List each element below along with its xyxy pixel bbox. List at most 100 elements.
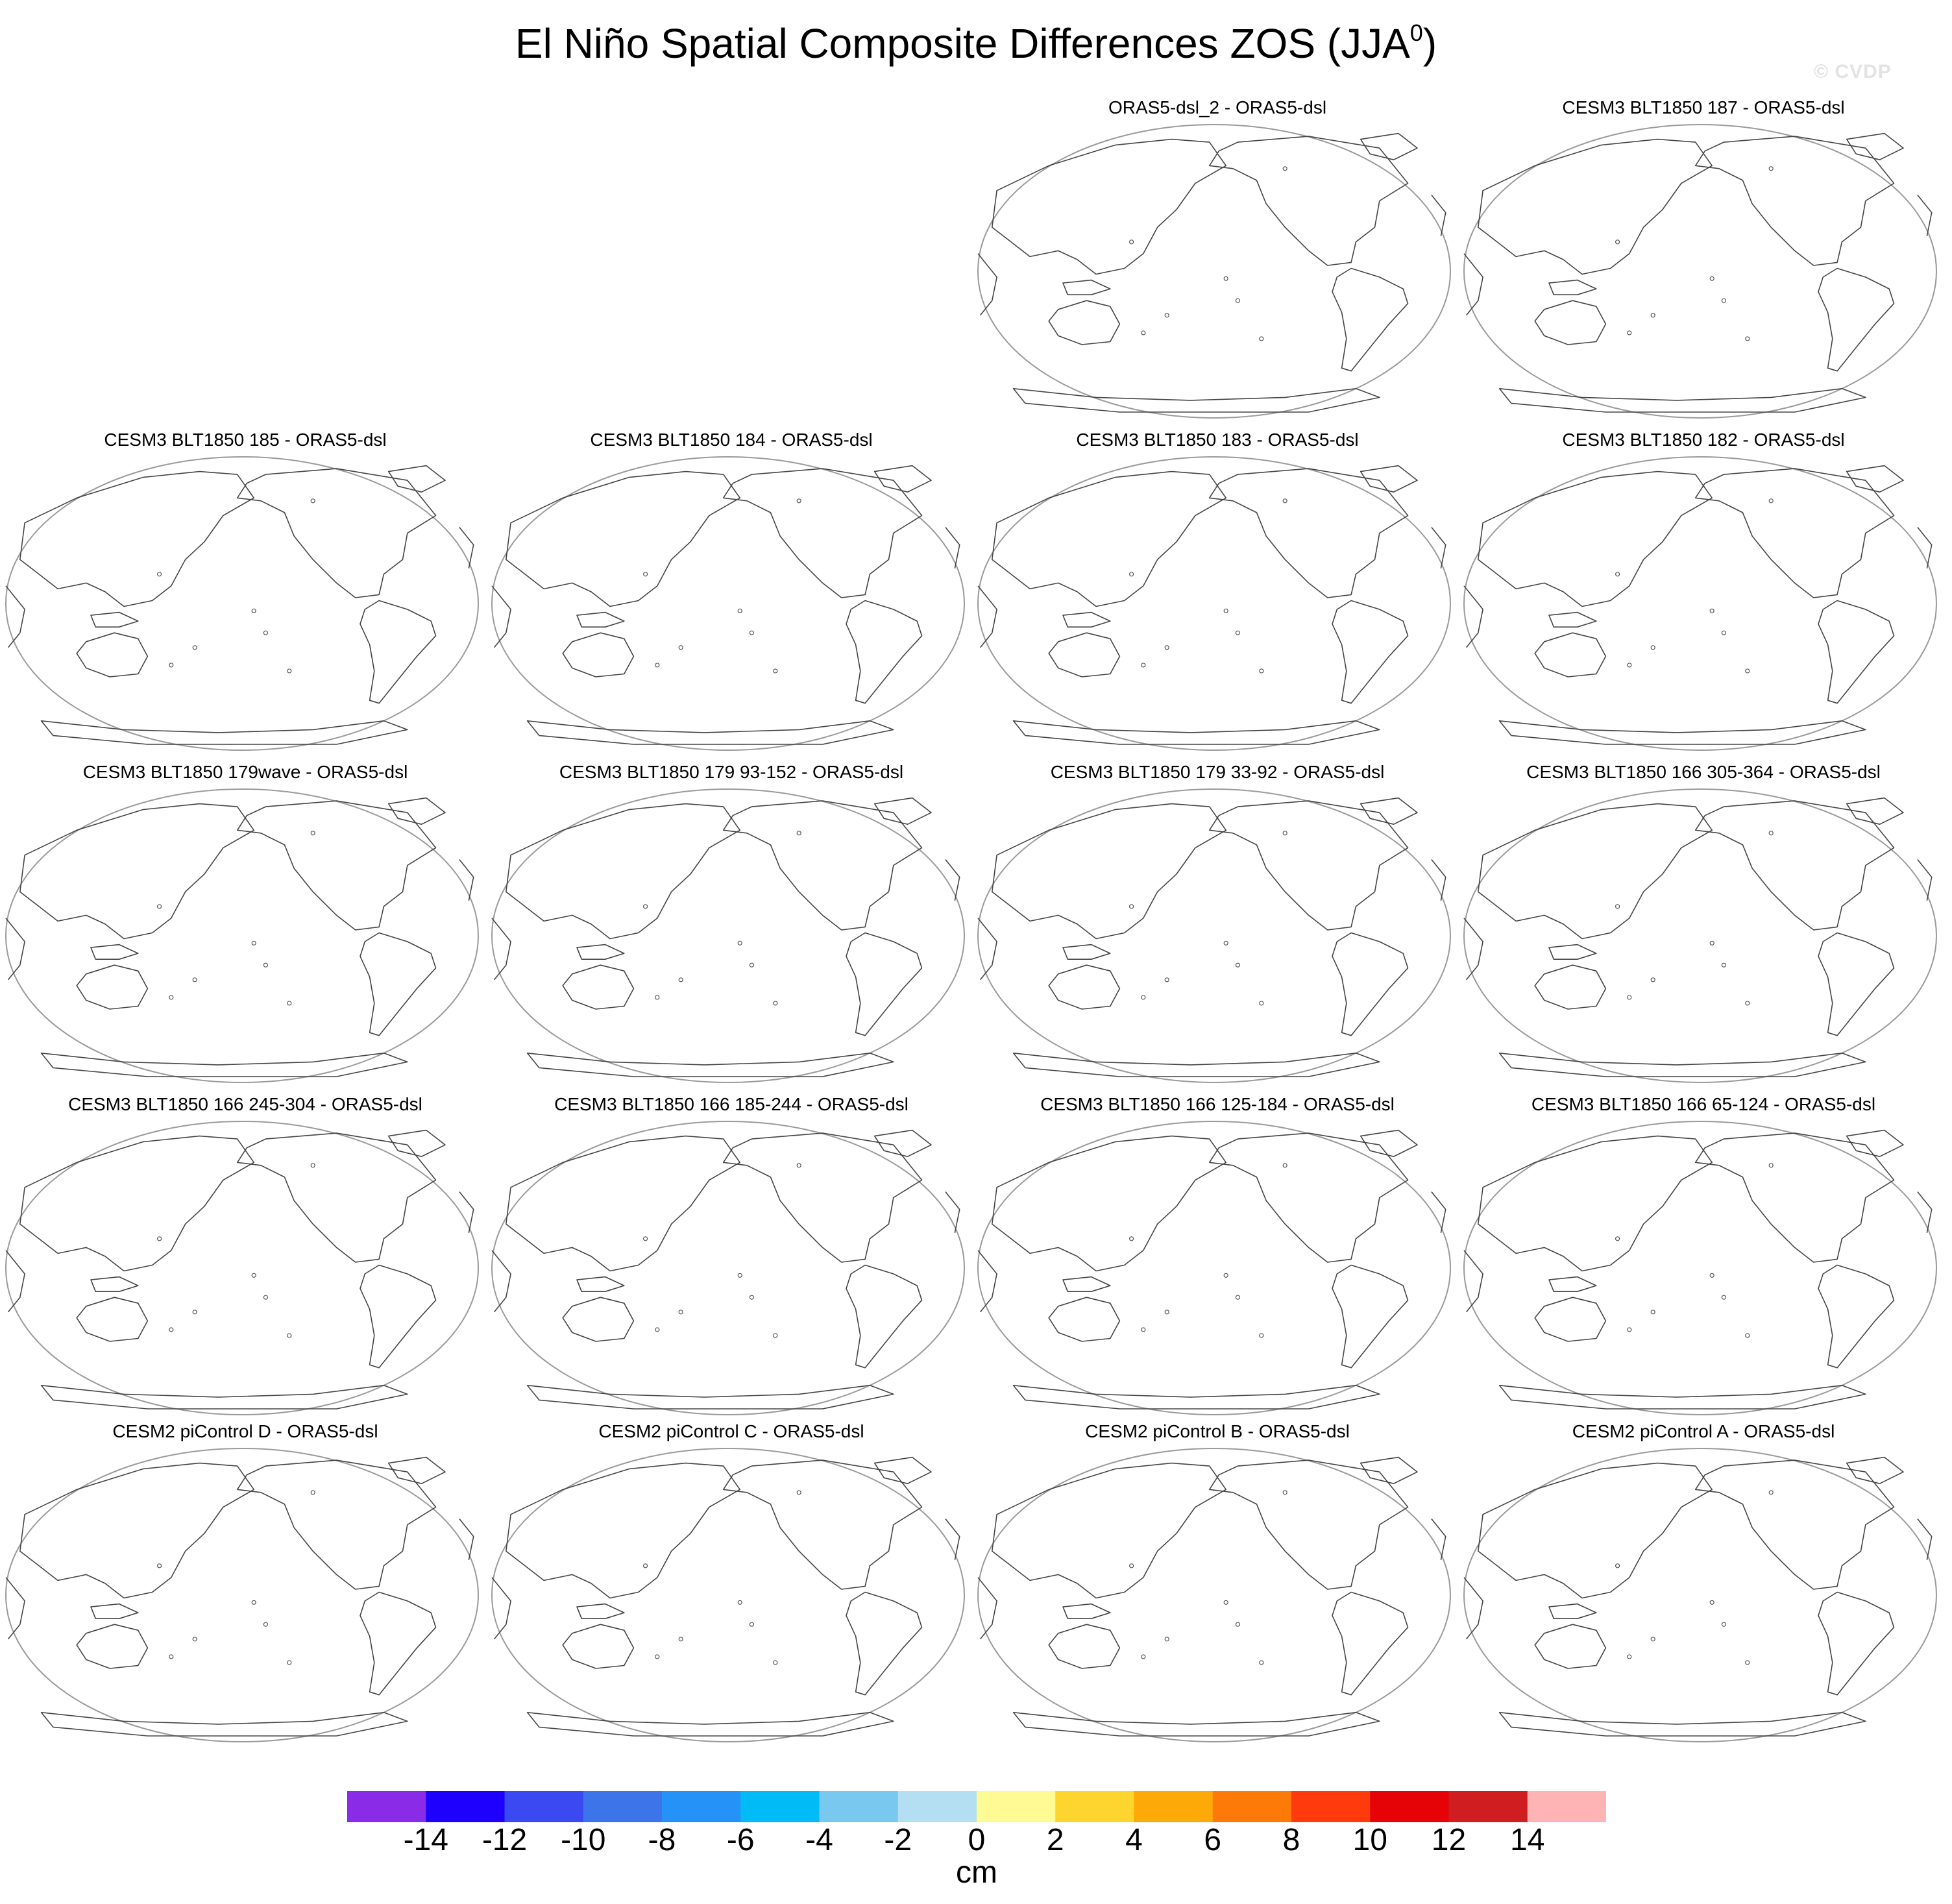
island-outline: [287, 1333, 292, 1338]
world-map: [1463, 1121, 1937, 1415]
coastline-south-america: [1332, 1264, 1409, 1369]
colorbar-tick-label: 2: [1046, 1823, 1064, 1857]
island-outline: [1768, 498, 1774, 504]
map-panel: CESM3 BLT1850 183 - ORAS5-dsl: [974, 430, 1461, 754]
island-outline: [1627, 663, 1632, 668]
island-outline: [1259, 1333, 1264, 1338]
coastline-africa-edge: [977, 585, 997, 648]
island-outline: [251, 1600, 256, 1605]
world-map: [5, 456, 479, 751]
coastline-africa-edge: [1463, 585, 1483, 648]
map-boundary: [977, 1121, 1451, 1415]
island-outline: [1768, 1163, 1774, 1168]
island-outline: [157, 1563, 162, 1568]
island-outline: [737, 608, 742, 613]
map-boundary: [5, 788, 479, 1083]
map-panel: CESM2 piControl B - ORAS5-dsl: [974, 1421, 1461, 1746]
map-panel-title: CESM2 piControl D - ORAS5-dsl: [112, 1421, 378, 1441]
island-outline: [251, 940, 256, 946]
coastline-greenland: [387, 1129, 446, 1157]
island-outline: [678, 1310, 683, 1315]
world-map: [5, 788, 479, 1083]
coastline-north-america: [1694, 468, 1895, 598]
island-outline: [1129, 1236, 1134, 1241]
island-outline: [1745, 1660, 1750, 1665]
map-panel: CESM3 BLT1850 179wave - ORAS5-dsl: [2, 762, 489, 1086]
island-outline: [1768, 166, 1774, 171]
island-outline: [1259, 1660, 1264, 1665]
map-boundary: [5, 1448, 479, 1742]
island-outline: [1223, 1273, 1228, 1278]
island-outline: [1627, 995, 1632, 1000]
coastline-greenland: [387, 797, 446, 825]
figure-title: El Niño Spatial Composite Differences ZO…: [0, 19, 1952, 67]
coastline-greenland: [1846, 797, 1904, 825]
coastline-south-america: [1818, 600, 1895, 704]
island-outline: [1650, 645, 1655, 650]
coastline-australia: [1534, 632, 1607, 677]
coastline-australia: [1048, 964, 1121, 1010]
coastline-australia: [76, 1297, 149, 1342]
coastline-australia: [1534, 1624, 1607, 1669]
coastline-maritime: [576, 1276, 625, 1292]
island-outline: [1745, 1333, 1750, 1338]
coastline-europe-edge: [1431, 1191, 1446, 1233]
island-outline: [1129, 904, 1134, 909]
coastline-australia: [1534, 1297, 1607, 1342]
figure-title-close: ): [1422, 20, 1437, 67]
colorbar-tick-label: 8: [1282, 1823, 1300, 1857]
coastline-europe-edge: [1431, 526, 1446, 568]
island-outline: [251, 1273, 256, 1278]
coastline-maritime: [90, 944, 139, 960]
coastline-africa-edge: [491, 585, 511, 648]
coastline-europe-edge: [945, 859, 960, 901]
map-panel-title: CESM3 BLT1850 184 - ORAS5-dsl: [590, 430, 873, 450]
colorbar-segment: [426, 1791, 506, 1822]
island-outline: [749, 962, 754, 968]
coastline-australia: [1534, 300, 1607, 345]
coastline-antarctica: [526, 1712, 894, 1737]
island-outline: [1650, 977, 1655, 983]
island-outline: [287, 1001, 292, 1006]
coastline-maritime: [90, 611, 139, 628]
map-boundary: [977, 124, 1451, 419]
colorbar-segment: [897, 1791, 977, 1822]
coastline-north-america: [722, 1459, 923, 1590]
coastline-africa-edge: [1463, 1250, 1483, 1313]
island-outline: [796, 1163, 801, 1168]
coastline-greenland: [1360, 1456, 1418, 1484]
colorbar: [347, 1791, 1606, 1822]
cvdp-watermark: © CVDP: [1814, 61, 1892, 82]
map-panel: CESM3 BLT1850 185 - ORAS5-dsl: [2, 430, 489, 754]
island-outline: [1141, 995, 1146, 1000]
coastline-asia: [19, 803, 254, 940]
island-outline: [1709, 276, 1714, 281]
coastline-africa-edge: [977, 253, 997, 316]
island-outline: [643, 572, 648, 577]
world-map: [977, 788, 1451, 1083]
coastline-antarctica: [1012, 1712, 1380, 1737]
island-outline: [749, 1295, 754, 1300]
island-outline: [643, 1236, 648, 1241]
coastline-maritime: [1548, 279, 1597, 295]
coastline-africa-edge: [491, 918, 511, 981]
colorbar-tick-label: 6: [1204, 1823, 1222, 1857]
island-outline: [1282, 831, 1287, 836]
island-outline: [1164, 313, 1169, 318]
coastline-africa-edge: [5, 918, 25, 981]
coastline-north-america: [1208, 468, 1409, 598]
coastline-maritime: [1062, 279, 1111, 295]
colorbar-segment: [347, 1791, 426, 1822]
island-outline: [643, 1563, 648, 1568]
coastline-north-america: [236, 468, 437, 598]
coastline-north-america: [722, 468, 923, 598]
island-outline: [655, 1654, 660, 1659]
colorbar-tick-label: 14: [1510, 1823, 1545, 1857]
coastline-greenland: [387, 465, 446, 493]
island-outline: [1627, 1327, 1632, 1332]
coastline-asia: [992, 803, 1226, 940]
coastline-asia: [506, 1135, 740, 1272]
world-map: [977, 1448, 1451, 1742]
world-map: [977, 1121, 1451, 1415]
island-outline: [1721, 630, 1726, 635]
